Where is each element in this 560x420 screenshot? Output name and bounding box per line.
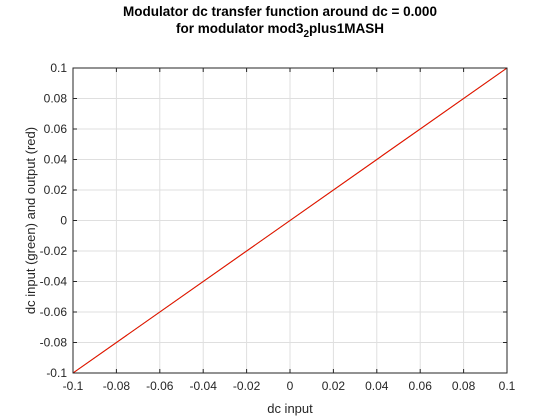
y-tick-label: -0.04 — [40, 275, 68, 289]
y-tick-label: 0.02 — [44, 183, 68, 197]
x-tick-label: -0.1 — [63, 379, 84, 393]
x-tick-label: 0 — [287, 379, 294, 393]
y-tick-label: -0.1 — [46, 366, 67, 380]
x-tick-label: -0.04 — [190, 379, 218, 393]
y-tick-label: 0.08 — [44, 92, 68, 106]
x-tick-label: -0.02 — [233, 379, 261, 393]
x-tick-label: -0.08 — [103, 379, 131, 393]
y-tick-label: -0.08 — [40, 336, 68, 350]
title-prefix: for modulator mod3 — [175, 21, 304, 36]
chart-title-line2: for modulator mod32plus1MASH — [0, 21, 560, 40]
y-tick-label: -0.06 — [40, 305, 68, 319]
series-line-2 — [72, 67, 508, 374]
y-axis-label: dc input (green) and output (red) — [23, 127, 38, 314]
y-tick-label: 0 — [60, 214, 67, 228]
y-tick-label: -0.02 — [40, 244, 68, 258]
x-tick-label: 0.02 — [322, 379, 346, 393]
title-suffix: plus1MASH — [309, 21, 385, 36]
x-tick-labels: -0.1 -0.08 -0.06 -0.04 -0.02 0 0.02 0.04 0.06 0.0… — [63, 379, 516, 393]
y-tick-labels: -0.1 -0.08 -0.06 -0.04 -0.02 0 0.02 0.04 0.06 0.0… — [40, 61, 68, 380]
y-tick-label: 0.04 — [44, 153, 68, 167]
y-tick-label: 0.1 — [50, 61, 67, 75]
chart-title-line1: Modulator dc transfer function around dc… — [123, 4, 437, 19]
x-tick-label: 0.08 — [452, 379, 476, 393]
x-tick-label: -0.06 — [146, 379, 174, 393]
series-lines — [72, 67, 508, 374]
x-tick-label: 0.04 — [365, 379, 389, 393]
x-tick-label: 0.06 — [409, 379, 433, 393]
title-subscript: 2 — [303, 29, 310, 40]
y-tick-label: 0.06 — [44, 122, 68, 136]
x-axis-label: dc input — [267, 401, 313, 416]
tick-marks — [72, 67, 508, 374]
x-tick-label: 0.1 — [499, 379, 516, 393]
